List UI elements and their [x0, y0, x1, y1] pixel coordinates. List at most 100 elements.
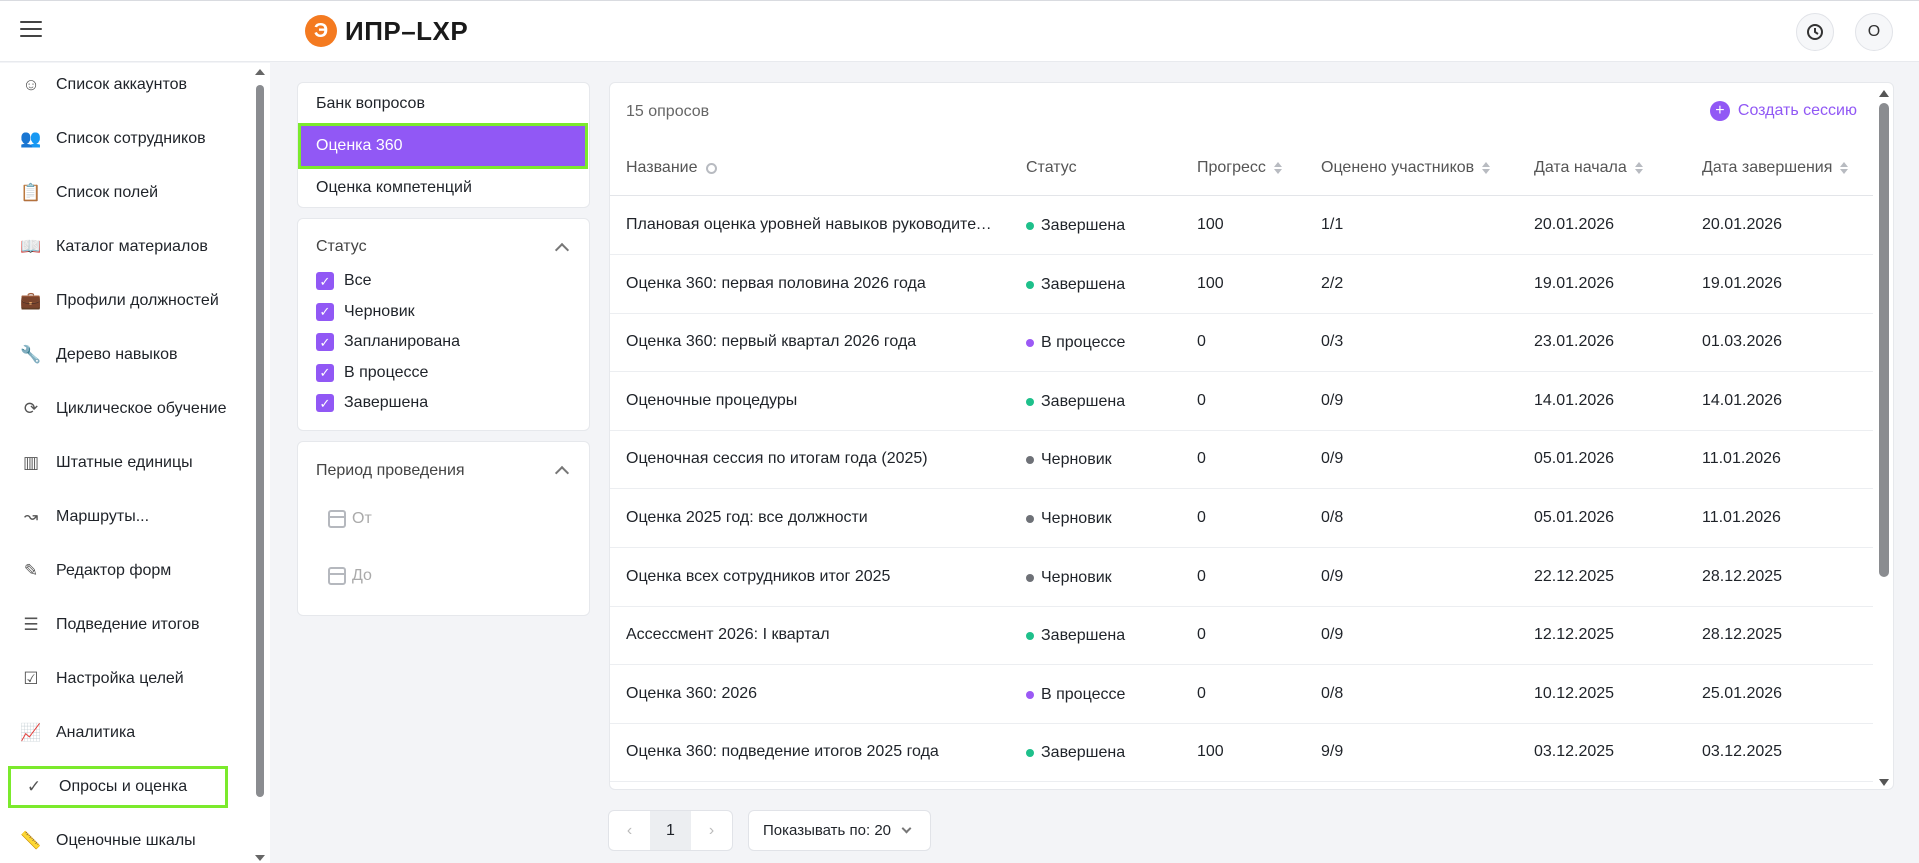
chevron-up-icon[interactable]: [554, 242, 570, 258]
cell-rated: 0/9: [1321, 391, 1344, 409]
sidebar-item-label: Дерево навыков: [56, 346, 178, 363]
sidebar-item[interactable]: ▥ Штатные единицы: [8, 442, 228, 484]
column-header-label: Название: [626, 159, 698, 176]
search-icon[interactable]: [705, 162, 717, 174]
period-filter: Период проведения От До: [297, 441, 590, 616]
sort-icon[interactable]: [1634, 162, 1643, 174]
sidebar-item[interactable]: 📈 Аналитика: [8, 712, 228, 754]
create-session-label: Создать сессию: [1737, 102, 1857, 119]
column-header-end-date[interactable]: Дата завершения: [1702, 159, 1849, 177]
column-header-name[interactable]: Название: [626, 159, 717, 177]
sidebar-item[interactable]: ✎ Редактор форм: [8, 550, 228, 592]
sidebar-scrollbar[interactable]: [254, 63, 266, 863]
sidebar-item[interactable]: ☰ Подведение итогов: [8, 604, 228, 646]
sidebar-item[interactable]: ↝ Маршруты...: [8, 496, 228, 538]
tab-competencies[interactable]: Оценка компетенций: [316, 179, 472, 196]
table-row[interactable]: Оценка 360: первый квартал 2026 года В пр…: [610, 313, 1873, 373]
sidebar-item-label: Аналитика: [56, 724, 136, 741]
status-option[interactable]: ✓ Черновик: [316, 302, 415, 321]
history-button[interactable]: [1796, 13, 1834, 51]
cell-status: Завершена: [1026, 627, 1176, 645]
form-editor-icon: ✎: [23, 561, 39, 580]
sidebar-item[interactable]: ☑ Настройка целей: [8, 658, 228, 700]
cell-start-date: 03.12.2025: [1534, 743, 1615, 761]
cell-start-date: 14.01.2026: [1534, 391, 1615, 409]
table-row[interactable]: Оценочная сессия по итогам года (2025) Че…: [610, 430, 1873, 490]
clock-history-icon: [1807, 24, 1823, 40]
status-text: Завершена: [1041, 627, 1126, 645]
create-session-button[interactable]: + Создать сессию: [1709, 101, 1857, 121]
column-header-label: Прогресс: [1197, 159, 1266, 176]
avatar[interactable]: О: [1855, 13, 1893, 51]
sidebar-item[interactable]: 📋 Список полей: [8, 172, 228, 214]
cell-rated: 0/9: [1321, 450, 1344, 468]
table-row[interactable]: Плановая оценка уровней навыков руководи…: [610, 196, 1873, 255]
menu-icon[interactable]: [20, 21, 42, 39]
sidebar-item[interactable]: ✓ Опросы и оценка: [8, 766, 228, 808]
checkbox[interactable]: ✓: [316, 394, 334, 412]
checkbox[interactable]: ✓: [316, 333, 334, 351]
status-option[interactable]: ✓ В процессе: [316, 363, 428, 382]
table-row[interactable]: Оценка 2025 год: все должности Черновик 0 0…: [610, 489, 1873, 548]
sort-icon[interactable]: [1482, 162, 1491, 174]
table-row[interactable]: Оценка 360: подведение итогов 2025 года З…: [610, 723, 1873, 783]
prev-page-button[interactable]: ‹: [626, 821, 633, 839]
app-logo[interactable]: Э ИПР–LXP: [305, 15, 468, 47]
cell-end-date: 28.12.2025: [1702, 567, 1783, 585]
sort-icon[interactable]: [1840, 162, 1849, 174]
date-to-field[interactable]: До: [328, 567, 372, 585]
status-option[interactable]: ✓ Запланирована: [316, 333, 460, 351]
column-header-rated[interactable]: Оценено участников: [1321, 159, 1491, 177]
date-from-field[interactable]: От: [328, 510, 372, 528]
status-text: Черновик: [1041, 451, 1112, 469]
table-row[interactable]: Оценка 360: первая половина 2026 года Зав…: [610, 255, 1873, 314]
sidebar-item[interactable]: ⟳ Циклическое обучение: [8, 388, 228, 430]
status-option[interactable]: ✓ Завершена: [316, 394, 428, 412]
tab-question-bank[interactable]: Банк вопросов: [316, 95, 425, 112]
cell-name: Оценочная сессия по итогам года (2025): [626, 450, 928, 468]
scroll-up-icon[interactable]: [255, 69, 265, 75]
checkbox[interactable]: ✓: [316, 363, 334, 382]
sidebar-item[interactable]: 👥 Список сотрудников: [8, 118, 228, 160]
route-icon: ↝: [23, 507, 39, 526]
column-header-status: Статус: [1026, 159, 1077, 177]
sidebar-item-label: Список полей: [56, 184, 159, 201]
top-header: Э ИПР–LXP О: [0, 0, 1919, 62]
cell-start-date: 20.01.2026: [1534, 216, 1615, 233]
column-header-progress[interactable]: Прогресс: [1197, 159, 1282, 177]
table-row[interactable]: Оценочные процедуры Завершена 0 0/9 14.01.20…: [610, 372, 1873, 431]
cell-name: Оценочные процедуры: [626, 391, 798, 409]
page-button-1[interactable]: 1: [650, 811, 691, 850]
cell-rated: 0/8: [1321, 509, 1344, 526]
sidebar-item[interactable]: 📏 Оценочные шкалы: [8, 820, 228, 862]
checkbox[interactable]: ✓: [316, 272, 334, 290]
status-option[interactable]: ✓ Все: [316, 272, 372, 290]
sidebar-item[interactable]: ☺ Список аккаунтов: [8, 64, 228, 106]
logo-text: ИПР–LXP: [345, 15, 469, 46]
table-row[interactable]: Оценка 360: 2026 В процессе 0 0/8 10.12.2025…: [610, 665, 1873, 724]
checkbox[interactable]: ✓: [316, 302, 334, 321]
building-icon: ▥: [22, 453, 40, 472]
cell-name: Оценка 2025 год: все должности: [626, 509, 868, 526]
next-page-button[interactable]: ›: [708, 821, 715, 839]
cell-progress: 100: [1197, 274, 1224, 292]
cell-status: Черновик: [1026, 451, 1176, 469]
sidebar-scroll-thumb[interactable]: [256, 85, 264, 797]
sidebar-item[interactable]: 💼 Профили должностей: [8, 280, 228, 322]
chevron-up-icon[interactable]: [554, 465, 570, 481]
status-text: Завершена: [1041, 392, 1126, 410]
column-header-start-date[interactable]: Дата начала: [1534, 159, 1643, 177]
scroll-down-icon[interactable]: [1879, 779, 1889, 786]
sort-icon[interactable]: [1273, 162, 1282, 174]
table-scrollbar[interactable]: [1873, 83, 1893, 789]
tab-360[interactable]: Оценка 360: [298, 123, 588, 169]
table-scroll-thumb[interactable]: [1879, 103, 1889, 577]
per-page-select[interactable]: Показывать по: 20: [748, 810, 931, 851]
table-row[interactable]: Оценка всех сотрудников итог 2025 Чернови…: [610, 548, 1873, 607]
chevron-down-icon: [901, 823, 912, 834]
sidebar-item[interactable]: 🔧 Дерево навыков: [8, 334, 228, 376]
sidebar-item[interactable]: 📖 Каталог материалов: [8, 226, 228, 268]
scroll-up-icon[interactable]: [1879, 90, 1889, 97]
table-row[interactable]: Ассессмент 2026: I квартал Завершена 0 0/9 1…: [610, 606, 1873, 666]
scroll-down-icon[interactable]: [255, 855, 265, 861]
